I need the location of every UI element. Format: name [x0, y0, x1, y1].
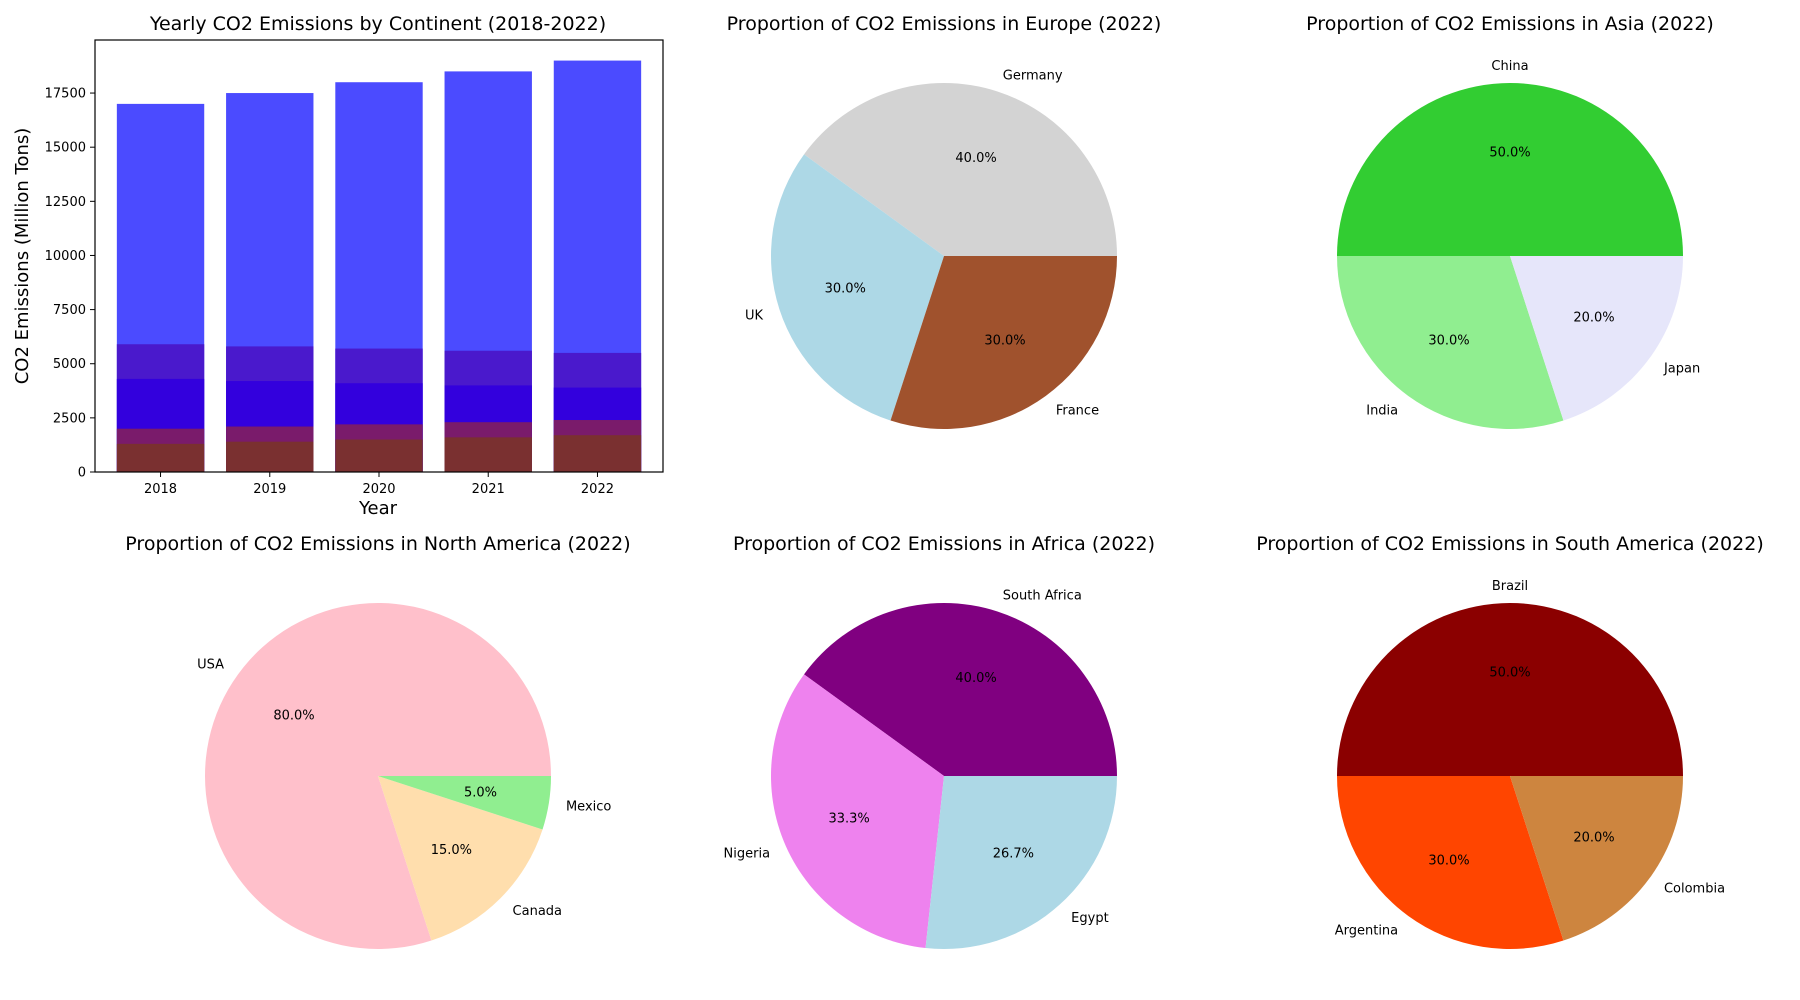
- pie-slice-france: [890, 256, 1117, 429]
- pie-label-egypt: Egypt: [1071, 911, 1109, 926]
- pie-slice-nigeria: [771, 674, 944, 949]
- pie-label-uk: UK: [745, 308, 764, 323]
- pie-pct-india: 30.0%: [1428, 333, 1469, 348]
- bar-s4-2019: [226, 441, 314, 472]
- bar-chart-x-ticks: 2018 2019 2020 2021 2022: [144, 472, 614, 497]
- pie-slice-india: [1337, 256, 1564, 429]
- y-tick-label-2500: 2500: [53, 411, 86, 426]
- pie-label-japan: Japan: [1663, 361, 1700, 376]
- pie-pct-uk: 30.0%: [825, 282, 866, 297]
- bar-chart-panel: Yearly CO2 Emissions by Continent (2018-…: [12, 13, 664, 519]
- pie-title-north-america: Proportion of CO2 Emissions in North Ame…: [125, 533, 630, 555]
- pie-chart-north-america: Proportion of CO2 Emissions in North Ame…: [125, 533, 631, 949]
- x-axis-label: Year: [358, 498, 398, 519]
- bar-s4-2021: [444, 437, 532, 472]
- pie-title-south-america: Proportion of CO2 Emissions in South Ame…: [1256, 533, 1763, 555]
- y-tick-label-12500: 12500: [45, 195, 86, 210]
- pie-pct-china: 50.0%: [1489, 146, 1530, 161]
- pie-slice-uk: [771, 154, 944, 421]
- pie-pct-colombia: 20.0%: [1573, 831, 1614, 846]
- pie-slice-argentina: [1337, 776, 1564, 949]
- y-tick-label-5000: 5000: [53, 357, 86, 372]
- pie-label-nigeria: Nigeria: [724, 847, 771, 862]
- pie-slice-japan: [1510, 256, 1683, 421]
- y-tick-label-7500: 7500: [53, 303, 86, 318]
- bar-chart-title: Yearly CO2 Emissions by Continent (2018-…: [149, 13, 606, 35]
- pie-chart-africa: Proportion of CO2 Emissions in Africa (2…: [724, 533, 1155, 949]
- bar-chart-y-ticks: 0 2500 5000 7500 10000 12500 15000 17500: [45, 87, 95, 481]
- pie-chart-europe: Proportion of CO2 Emissions in Europe (2…: [727, 13, 1162, 429]
- pie-slice-brazil: [1337, 603, 1683, 776]
- pie-pct-japan: 20.0%: [1573, 311, 1614, 326]
- y-tick-label-10000: 10000: [45, 249, 86, 264]
- pie-slice-egypt: [925, 776, 1117, 949]
- pie-pct-nigeria: 33.3%: [828, 812, 869, 827]
- pie-label-china: China: [1491, 59, 1528, 74]
- pie-chart-south-america: Proportion of CO2 Emissions in South Ame…: [1256, 533, 1764, 949]
- pie-title-africa: Proportion of CO2 Emissions in Africa (2…: [733, 533, 1155, 555]
- pie-pct-canada: 15.0%: [431, 843, 472, 858]
- bar-chart-marks: [116, 60, 642, 473]
- pie-pct-usa: 80.0%: [273, 708, 314, 723]
- pie-label-india: India: [1366, 403, 1398, 418]
- pie-chart-asia: Proportion of CO2 Emissions in Asia (202…: [1306, 13, 1714, 429]
- bar-s4-2022: [553, 435, 642, 472]
- pie-pct-france: 30.0%: [984, 333, 1025, 348]
- x-tick-label-2020: 2020: [362, 482, 395, 497]
- pie-title-europe: Proportion of CO2 Emissions in Europe (2…: [727, 13, 1162, 35]
- pie-label-mexico: Mexico: [566, 799, 611, 814]
- pie-label-germany: Germany: [1003, 69, 1063, 84]
- pie-pct-argentina: 30.0%: [1428, 853, 1469, 868]
- y-axis-label: CO2 Emissions (Million Tons): [12, 128, 33, 385]
- x-tick-label-2021: 2021: [472, 482, 505, 497]
- x-tick-label-2019: 2019: [253, 482, 286, 497]
- pie-pct-south-africa: 40.0%: [955, 671, 996, 686]
- y-tick-label-15000: 15000: [45, 141, 86, 156]
- pie-slice-germany: [804, 82, 1117, 256]
- pie-pct-germany: 40.0%: [955, 151, 996, 166]
- pie-label-south-africa: South Africa: [1003, 589, 1082, 604]
- pie-label-brazil: Brazil: [1492, 579, 1528, 594]
- pie-label-argentina: Argentina: [1335, 923, 1398, 938]
- pie-pct-egypt: 26.7%: [993, 847, 1034, 862]
- y-tick-label-17500: 17500: [45, 87, 86, 102]
- x-tick-label-2018: 2018: [144, 482, 177, 497]
- pie-slice-mexico: [378, 776, 551, 830]
- pie-pct-brazil: 50.0%: [1489, 666, 1530, 681]
- x-tick-label-2022: 2022: [581, 482, 614, 497]
- y-tick-label-0: 0: [78, 466, 86, 481]
- pie-slice-china: [1337, 83, 1683, 256]
- bar-s4-2020: [335, 439, 423, 472]
- pie-title-asia: Proportion of CO2 Emissions in Asia (202…: [1306, 13, 1714, 35]
- pie-label-usa: USA: [197, 658, 224, 673]
- pie-pct-mexico: 5.0%: [464, 786, 497, 801]
- pie-slice-colombia: [1510, 776, 1683, 941]
- pie-slice-south-africa: [804, 603, 1117, 776]
- pie-label-france: France: [1056, 403, 1099, 418]
- pie-label-colombia: Colombia: [1664, 881, 1725, 896]
- pie-label-canada: Canada: [513, 904, 562, 919]
- bar-s4-2018: [116, 443, 205, 472]
- pie-slice-canada: [378, 776, 543, 941]
